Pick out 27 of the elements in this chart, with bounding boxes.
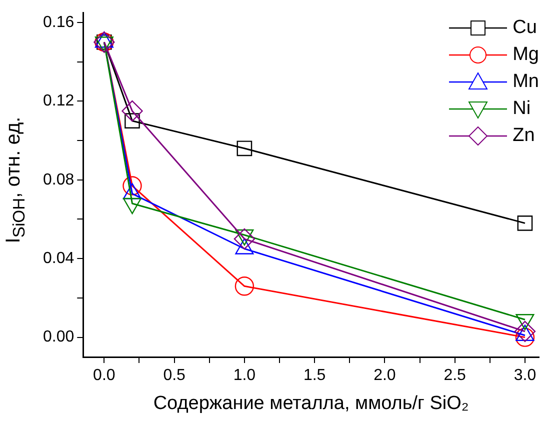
legend-label: Mg xyxy=(512,44,539,66)
legend-label: Zn xyxy=(512,124,535,146)
point xyxy=(234,228,256,250)
y-tick-label: 0.16 xyxy=(43,14,74,31)
point xyxy=(236,140,252,156)
legend-label: Cu xyxy=(512,16,537,38)
x-tick-label: 3.0 xyxy=(514,367,536,384)
x-tick-label: 0.0 xyxy=(93,367,116,384)
y-tick-label: 0.08 xyxy=(43,171,74,188)
point xyxy=(122,100,143,122)
point xyxy=(124,113,140,129)
point xyxy=(517,216,533,231)
point xyxy=(122,176,142,196)
x-tick-label: 1.5 xyxy=(303,367,326,384)
x-tick-label: 0.5 xyxy=(163,367,186,384)
point xyxy=(234,276,254,296)
point xyxy=(515,328,535,347)
x-axis-title: Содержание металла, ммоль/г SiO₂ xyxy=(153,392,469,414)
x-tick-label: 1.0 xyxy=(233,367,256,384)
y-tick-label: 0.12 xyxy=(43,92,74,110)
y-tick-label: 0.04 xyxy=(43,250,74,268)
x-tick-label: 2.5 xyxy=(444,367,466,384)
legend-label: Mn xyxy=(512,70,539,92)
point xyxy=(514,320,536,342)
legend-label: Ni xyxy=(512,98,531,120)
x-tick-label: 2.0 xyxy=(374,367,396,384)
y-tick-label: 0.00 xyxy=(43,328,74,346)
